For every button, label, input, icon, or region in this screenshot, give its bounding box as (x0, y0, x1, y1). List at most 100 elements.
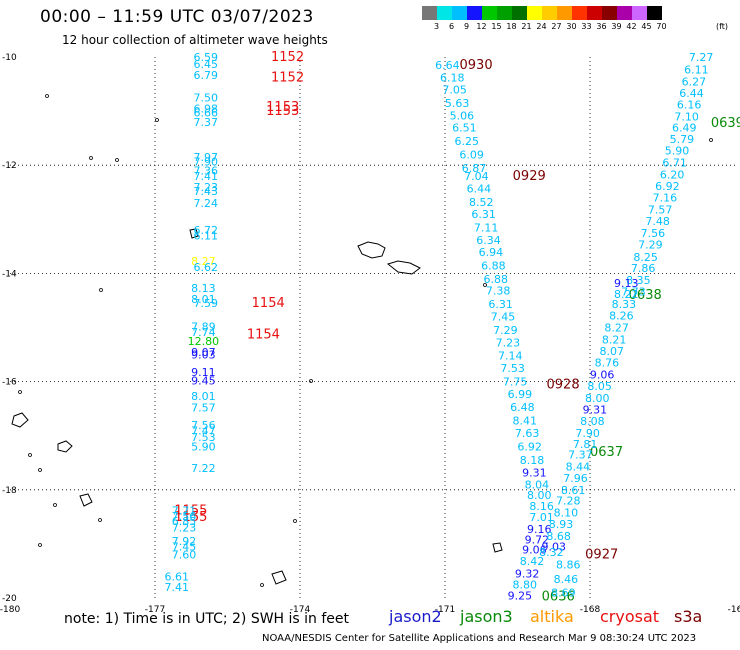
island-outline (79, 493, 93, 507)
chart-subtitle: 12 hour collection of altimeter wave hei… (62, 33, 328, 47)
wave-height-value: 8.16 (529, 500, 554, 513)
colorbar-unit: (ft) (716, 22, 729, 31)
x-tick-label: -174 (290, 605, 311, 615)
x-tick-label: -168 (580, 605, 601, 615)
wave-height-value: 8.01 (191, 390, 216, 403)
wave-height-value: 7.16 (653, 192, 678, 205)
wave-height-value: 7.96 (563, 472, 588, 485)
colorbar-swatch (572, 6, 587, 20)
wave-height-value: 6.27 (682, 75, 707, 88)
island-dot (155, 118, 159, 122)
wave-height-value: 7.43 (194, 185, 219, 198)
island-outline (357, 241, 386, 259)
x-tick-label: -16 (728, 605, 740, 615)
wave-height-value: 6.87 (462, 162, 487, 175)
wave-height-value: 9.07 (191, 346, 216, 359)
wave-height-value: 8.93 (549, 518, 574, 531)
wave-height-value: 9.16 (527, 523, 552, 536)
wave-height-value: 7.23 (172, 522, 197, 535)
wave-height-value: 7.75 (503, 376, 528, 389)
wave-height-value: 7.57 (191, 402, 216, 415)
wave-height-value: 8.32 (539, 546, 564, 559)
wave-height-value: 9.25 (508, 589, 533, 602)
wave-height-value: 7.57 (648, 204, 673, 217)
wave-height-value: 8.00 (585, 392, 610, 405)
wave-height-value: 7.22 (191, 462, 216, 475)
y-tick-label: -10 (2, 53, 17, 63)
colorbar-label: 36 (596, 22, 607, 31)
wave-height-value: 7.90 (575, 427, 600, 440)
wave-height-value: 6.09 (459, 148, 484, 161)
wave-height-value: 7.36 (194, 165, 219, 178)
wave-height-value: 8.21 (602, 333, 627, 346)
wave-height-value: 7.50 (194, 92, 219, 105)
island-dot (99, 288, 103, 292)
wave-height-value: 5.79 (670, 133, 695, 146)
y-tick-label: -18 (2, 486, 17, 496)
wave-height-value: 7.41 (165, 581, 190, 594)
colorbar-swatch (452, 6, 467, 20)
wave-height-value: 7.71 (172, 504, 197, 517)
colorbar-label: 3 (433, 22, 440, 31)
wave-height-value: 6.88 (484, 273, 509, 286)
wave-height-value: 7.04 (464, 170, 489, 183)
wave-height-value: 8.05 (587, 380, 612, 393)
island-dot (45, 94, 49, 98)
colorbar-label: 12 (476, 22, 487, 31)
wave-height-value: 6.20 (660, 168, 685, 181)
wave-height-value: 6.98 (194, 102, 219, 115)
track-time-label: 0637 (590, 445, 623, 460)
wave-height-value: 7.53 (191, 431, 216, 444)
island-dot (293, 519, 297, 523)
wave-height-value: 8.44 (566, 461, 591, 474)
track-time-label: 1154 (252, 296, 285, 311)
wave-height-value: 5.90 (665, 145, 690, 158)
island-outline (189, 228, 199, 239)
wave-height-value: 8.04 (525, 478, 550, 491)
colorbar-label: 33 (581, 22, 592, 31)
wave-height-value: 8.01 (191, 293, 216, 306)
island-dot (53, 503, 57, 507)
colorbar-swatch (512, 6, 527, 20)
wave-height-value: 6.51 (452, 121, 477, 134)
wave-height-value: 7.10 (674, 111, 699, 124)
track-time-label: 0638 (629, 288, 662, 303)
wave-height-value: 9.72 (525, 534, 550, 547)
wave-height-value: 6.61 (165, 570, 190, 583)
wave-height-value: 6.45 (194, 58, 219, 71)
wave-height-value: 7.48 (645, 215, 670, 228)
track-time-label: 1153 (266, 100, 299, 115)
island-outline (57, 440, 73, 453)
axis-ticks: -180 -177 -174 -171 -168 -16 -10 -12 -14 -16 -18 -2… (0, 53, 740, 615)
colorbar-swatch (602, 6, 617, 20)
wave-height-value: 7.29 (493, 324, 518, 337)
colorbar-swatch (617, 6, 632, 20)
colorbar-swatch (437, 6, 452, 20)
wave-height-value: 6.18 (440, 72, 465, 85)
wave-height-value: 6.31 (471, 208, 496, 221)
wave-height-value: 6.92 (655, 180, 680, 193)
wave-height-value: 7.53 (500, 362, 525, 375)
wave-height-value: 6.66 (194, 107, 219, 120)
wave-height-value: 7.90 (194, 155, 219, 168)
footnote: note: 1) Time is in UTC; 2) SWH is in fe… (64, 611, 350, 627)
wave-height-value: 7.47 (191, 424, 216, 437)
colorbar-swatch (647, 6, 662, 20)
islands (11, 94, 713, 587)
wave-height-value: 8.86 (556, 558, 581, 571)
wave-height-value: 9.11 (191, 366, 216, 379)
track-time-label: 0927 (585, 548, 618, 563)
wave-height-value: 7.23 (194, 181, 219, 194)
colorbar-swatch (557, 6, 572, 20)
island-dot (38, 468, 42, 472)
wave-height-value: 7.45 (491, 311, 516, 324)
track-time-label: 0636 (542, 589, 575, 604)
island-outline (386, 260, 421, 275)
wave-height-value: 6.16 (677, 99, 702, 112)
wave-height-value: 9.03 (191, 349, 216, 362)
colorbar-label: 27 (551, 22, 562, 31)
island-dot (18, 390, 22, 394)
wave-height-value: 6.88 (481, 259, 506, 272)
wave-height-value: 7.86 (631, 262, 656, 275)
x-tick-label: -171 (435, 605, 455, 615)
